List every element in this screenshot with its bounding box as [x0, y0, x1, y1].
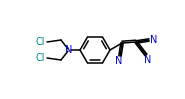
Text: N: N: [115, 56, 123, 66]
Text: N: N: [144, 55, 152, 65]
Text: Cl: Cl: [35, 37, 45, 47]
Text: N: N: [150, 35, 158, 45]
Text: Cl: Cl: [35, 53, 45, 63]
Text: N: N: [65, 45, 73, 55]
